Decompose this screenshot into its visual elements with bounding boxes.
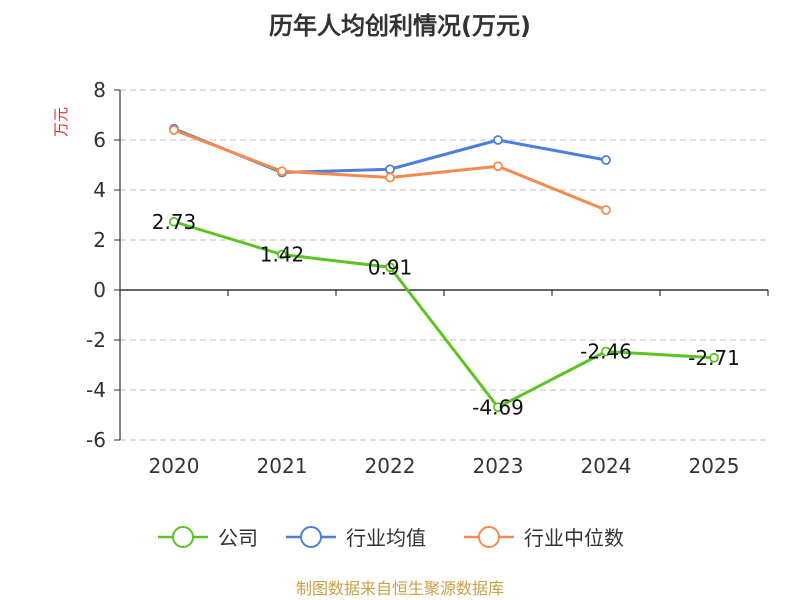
x-tick-label: 2025: [689, 454, 740, 478]
legend-item-0[interactable]: 公司: [158, 526, 258, 550]
data-label: 2.73: [152, 210, 197, 234]
y-tick-label: -2: [86, 328, 106, 352]
series-group: [169, 123, 719, 413]
x-tick-label: 2023: [473, 454, 524, 478]
x-tick-label: 2022: [365, 454, 416, 478]
legend-marker: [172, 526, 194, 548]
data-point[interactable]: [493, 161, 503, 172]
data-point[interactable]: [709, 352, 719, 363]
data-point[interactable]: [493, 402, 503, 413]
data-label: -4.69: [472, 395, 524, 419]
data-point[interactable]: [385, 262, 395, 273]
data-point[interactable]: [601, 346, 611, 357]
legend-label: 行业中位数: [524, 526, 624, 550]
y-tick-label: -4: [86, 378, 106, 402]
legend-item-2[interactable]: 行业中位数: [464, 526, 624, 550]
data-label: -2.71: [688, 346, 740, 370]
gridlines: [120, 89, 768, 441]
axes: -6 -4 -2 0 2 4 6 8 2020 2021 2022 2023 2024 2025: [86, 78, 769, 478]
data-point[interactable]: [169, 125, 179, 135]
x-tick-label: 2020: [149, 454, 200, 478]
y-tick-label: 0: [93, 278, 106, 302]
data-point[interactable]: [277, 166, 287, 177]
legend-marker: [478, 526, 500, 548]
data-labels: 2.73 1.42 0.91 -4.69 -2.46 -2.71: [152, 210, 740, 420]
data-point[interactable]: [277, 249, 287, 260]
data-label: 0.91: [368, 255, 413, 279]
x-tick-label: 2024: [581, 454, 632, 478]
x-tick-label: 2021: [257, 454, 308, 478]
legend-item-1[interactable]: 行业均值: [286, 526, 426, 550]
series-line-0: [173, 220, 715, 409]
y-tick-label: 6: [93, 128, 106, 152]
y-tick-label: 8: [93, 78, 106, 102]
legend-marker: [300, 526, 322, 548]
data-point[interactable]: [601, 205, 611, 215]
y-axis-unit: 万元: [52, 107, 70, 137]
data-label: -2.46: [580, 340, 632, 364]
data-point[interactable]: [385, 164, 395, 175]
data-label: 1.42: [260, 243, 305, 267]
legend-label: 行业均值: [346, 526, 426, 550]
data-point[interactable]: [601, 155, 611, 165]
y-tick-label: 2: [93, 228, 106, 252]
data-point[interactable]: [169, 216, 179, 227]
chart-title: 历年人均创利情况(万元): [269, 12, 531, 40]
data-point[interactable]: [493, 135, 503, 145]
y-tick-label: -6: [86, 428, 106, 452]
legend-label: 公司: [218, 526, 258, 550]
y-tick-label: 4: [93, 178, 106, 202]
source-note: 制图数据来自恒生聚源数据库: [296, 579, 504, 598]
legend[interactable]: 公司 行业均值 行业中位数: [158, 526, 624, 550]
data-point[interactable]: [385, 172, 395, 183]
